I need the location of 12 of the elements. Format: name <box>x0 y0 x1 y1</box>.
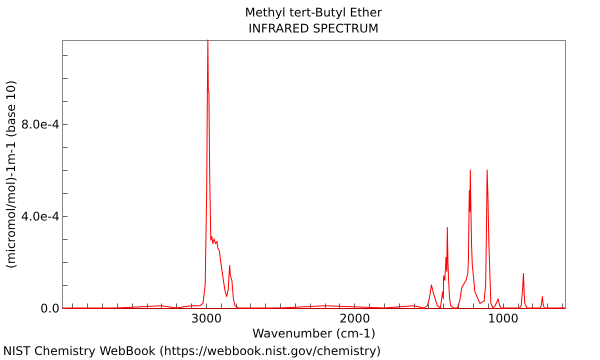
x-tick-label: 3000 <box>191 312 222 326</box>
y-axis-title: (micromol/mol)-1m-1 (base 10) <box>4 80 18 269</box>
line-series <box>62 40 566 308</box>
x-tick-label: 2000 <box>340 312 370 326</box>
chart-title: Methyl tert-Butyl Ether <box>245 6 382 20</box>
y-tick-label: 8.0e-4 <box>21 117 60 132</box>
text: NIST Chemistry WebBook (https://webbook.nist.gov/chemistry) <box>3 344 381 358</box>
x-tick-label: 1000 <box>488 312 518 326</box>
x-axis-title: Wavenumber (cm-1) <box>252 326 376 340</box>
chart-subtitle: INFRARED SPECTRUM <box>248 22 379 36</box>
y-tick-label: 4.0e-4 <box>21 209 60 224</box>
y-tick-label: 0.0 <box>40 302 60 316</box>
